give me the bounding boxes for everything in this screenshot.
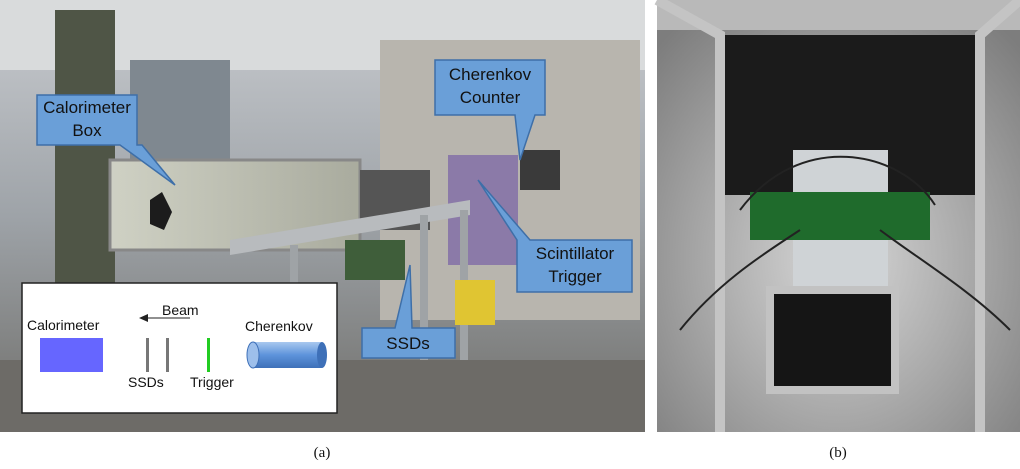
inset-label: SSDs xyxy=(128,374,164,390)
callout-text: Calorimeter xyxy=(43,98,131,117)
photo-b xyxy=(657,0,1020,432)
callout-text: Box xyxy=(72,121,102,140)
figure: Calorimeter Box Cherenkov Counter Scinti… xyxy=(0,0,1020,469)
caption: (b) xyxy=(829,445,847,461)
inset-label: Trigger xyxy=(190,374,234,390)
callout-text: Scintillator xyxy=(536,244,615,263)
callout-text: Counter xyxy=(460,88,521,107)
callout-text: SSDs xyxy=(386,334,429,353)
inset-label: Calorimeter xyxy=(27,317,100,333)
callout-text: Cherenkov xyxy=(449,65,532,84)
inset-diagram: Calorimeter Beam SSDs Trigger Cherenkov xyxy=(22,283,337,413)
inset-label: Beam xyxy=(162,302,199,318)
inset-label: Cherenkov xyxy=(245,318,313,334)
caption: (a) xyxy=(314,445,331,461)
callout-text: Trigger xyxy=(548,267,602,286)
